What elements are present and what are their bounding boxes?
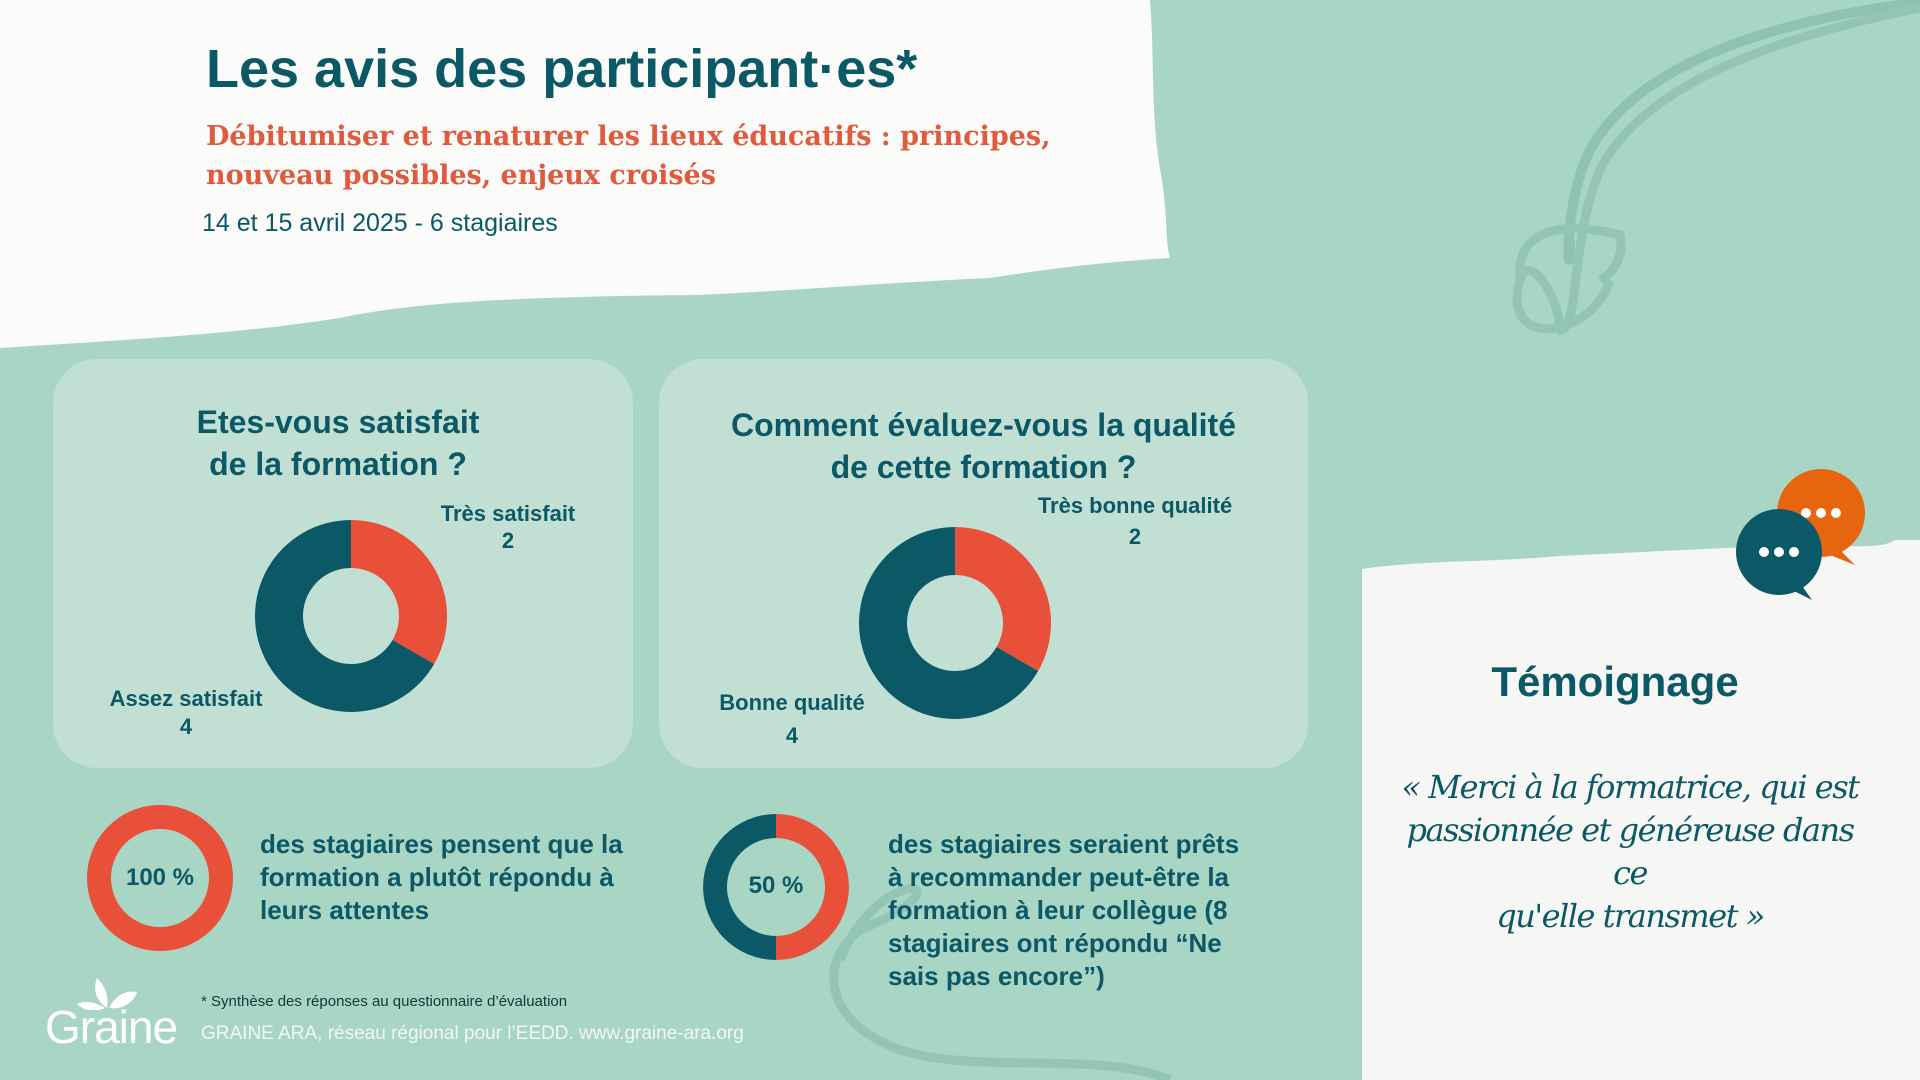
quote-line: « Merci à la formatrice, qui est [1401, 768, 1860, 806]
chart1-slice-1 [255, 520, 435, 712]
footer-credit[interactable]: GRAINE ARA, réseau régional pour l’EEDD.… [201, 1023, 744, 1044]
stat2-line: stagiaires ont répondu “Ne [888, 928, 1222, 958]
graine-logo: Graine [45, 970, 178, 1053]
chart2-label-very-good: Très bonne qualité [1037, 493, 1233, 518]
quote-line: qu'elle transmet » [1496, 897, 1765, 935]
stat2-line: des stagiaires seraient prêts [888, 829, 1240, 859]
date-line: 14 et 15 avril 2025 - 6 stagiaires [202, 209, 558, 237]
chart1-title-line-1: Etes-vous satisfait [196, 404, 480, 440]
stat2-text: des stagiaires seraient prêts à recomman… [888, 828, 1239, 993]
subtitle-line-1: Débitumiser et renaturer les lieux éduca… [206, 121, 1051, 152]
chart1-label-very-satisfied: Très satisfait [440, 501, 576, 526]
torn-paper-header [0, 0, 1170, 348]
testimony-heading: Témoignage [1491, 658, 1739, 705]
chart1-value-very-satisfied: 2 [501, 528, 515, 553]
stat1-ring-slice-0 [86, 805, 233, 951]
chart2-value-good: 4 [785, 723, 799, 748]
testimony-quote: « Merci à la formatrice, qui est passion… [1400, 766, 1860, 938]
stat1-line: formation a plutôt répondu à [260, 862, 614, 892]
chart1-slice-0 [351, 520, 447, 664]
leaf-icon [77, 978, 137, 1010]
chart2-slice-1 [858, 527, 1039, 719]
logo-text: Graine [45, 1001, 178, 1053]
stat2-ring-slice-1 [703, 814, 776, 960]
stat1-text: des stagiaires pensent que la formation … [260, 828, 623, 927]
page-title: Les avis des participant·es* [206, 39, 918, 99]
chart1-title-line-2: de la formation ? [209, 446, 467, 482]
stat2-line: formation à leur collègue (8 [888, 895, 1228, 925]
chart2-title-line-2: de cette formation ? [830, 449, 1137, 485]
chart1-value-fairly-satisfied: 4 [179, 714, 193, 739]
subtitle-line-2: nouveau possibles, enjeux croisés [206, 160, 716, 191]
speech-bubbles-icon [1736, 469, 1865, 600]
stat1-line: des stagiaires pensent que la [260, 829, 623, 859]
chart2-value-very-good: 2 [1128, 524, 1142, 549]
stat2-percent: 50 % [748, 872, 804, 899]
stat2-line: à recommander peut-être la [888, 862, 1230, 892]
quote-line: passionnée et généreuse dans ce [1406, 811, 1855, 892]
stat1-line: leurs attentes [260, 895, 430, 925]
chart2-slice-0 [955, 527, 1051, 671]
chart1-label-fairly-satisfied: Assez satisfait [109, 686, 263, 711]
stat2-line: sais pas encore”) [888, 961, 1105, 991]
footnote: * Synthèse des réponses au questionnaire… [201, 993, 568, 1010]
stat2-ring-slice-0 [776, 814, 849, 960]
chart2-label-good: Bonne qualité [719, 690, 865, 715]
torn-paper-testimony [1362, 540, 1920, 1080]
stat1-percent: 100 % [125, 864, 195, 891]
chart2-title-line-1: Comment évaluez-vous la qualité [730, 407, 1236, 443]
